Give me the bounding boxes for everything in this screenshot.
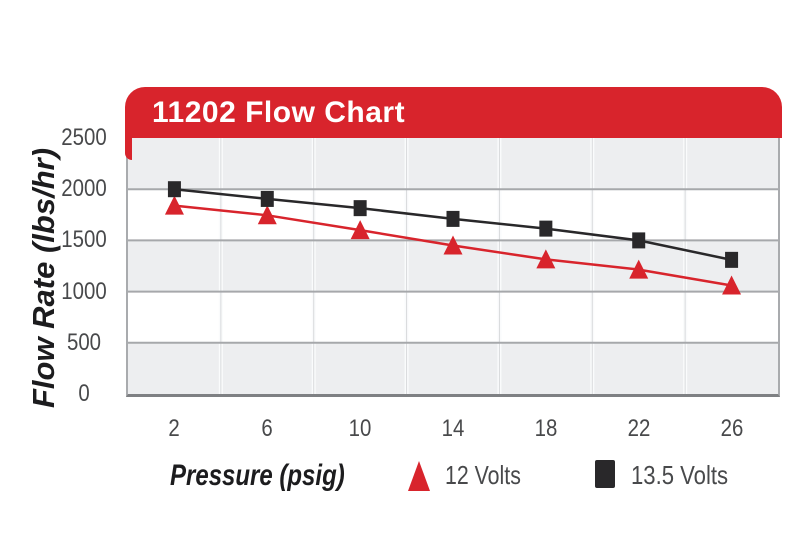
- chart-canvas: [128, 138, 778, 394]
- y-tick-label: 2000: [61, 175, 107, 203]
- legend-square-marker-icon: [595, 460, 615, 488]
- x-tick-label: 2: [168, 415, 181, 442]
- y-tick-label: 0: [78, 380, 90, 407]
- legend-label-12-volts: 12 Volts: [445, 460, 521, 490]
- y-tick-label: 2500: [61, 124, 107, 151]
- y-tick-label: 500: [66, 328, 102, 356]
- legend-triangle-marker-icon: [408, 461, 430, 491]
- header-corner-accent: [125, 137, 132, 160]
- x-tick-label: 10: [348, 415, 372, 442]
- x-tick-label: 14: [441, 415, 465, 442]
- x-tick-label: 6: [261, 415, 273, 442]
- plot-area: [126, 138, 780, 397]
- x-tick-label: 18: [534, 415, 558, 442]
- x-tick-label: 26: [720, 415, 743, 442]
- chart-title: 11202 Flow Chart: [152, 96, 406, 129]
- x-axis-title: Pressure (psig): [170, 459, 345, 492]
- legend-label-13-5-volts: 13.5 Volts: [631, 460, 729, 490]
- y-tick-label: 1500: [61, 226, 107, 254]
- y-tick-label: 1000: [61, 277, 107, 305]
- x-tick-label: 22: [627, 415, 651, 442]
- chart-title-bar: 11202 Flow Chart: [125, 87, 782, 138]
